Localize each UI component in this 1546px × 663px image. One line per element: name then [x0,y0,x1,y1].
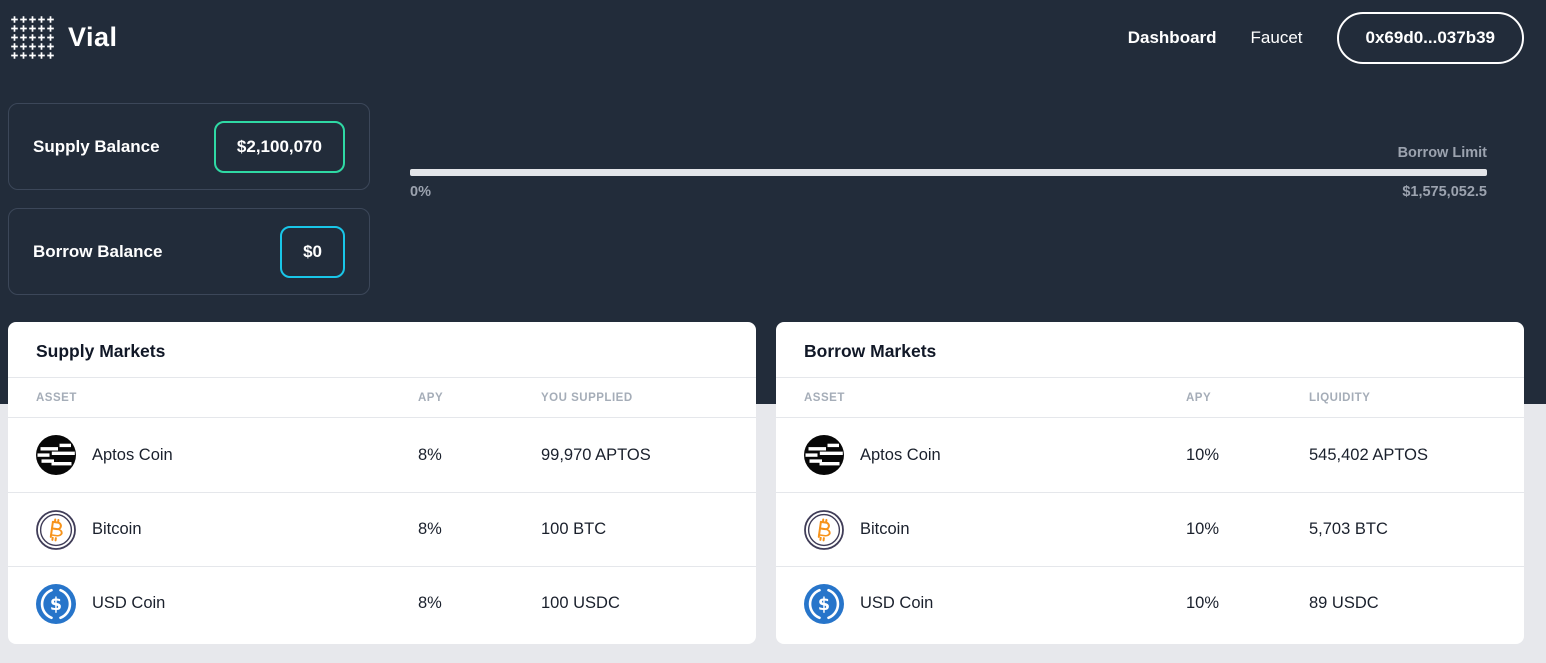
supply-row-bitcoin[interactable]: Bitcoin 8% 100 BTC [8,492,756,566]
aptos-icon [36,435,76,475]
apy-value: 8% [418,594,442,612]
supply-balance-card: Supply Balance $2,100,070 [8,103,370,190]
supplied-amount: 100 BTC [541,520,607,538]
nav-links: Dashboard Faucet 0x69d0...037b39 [1127,11,1524,64]
borrow-limit-label: Borrow Limit [1397,145,1487,161]
borrow-balance-label: Borrow Balance [33,241,163,261]
borrow-balance-card: Borrow Balance $0 [8,208,370,295]
column-header-apy: APY [1186,391,1212,404]
supply-markets-card: Supply Markets ASSET APY YOU SUPPLIED [8,322,756,644]
column-header-liquidity: LIQUIDITY [1309,391,1371,404]
borrow-markets-header: ASSET APY LIQUIDITY [776,378,1524,418]
supply-markets-header: ASSET APY YOU SUPPLIED [8,378,756,418]
column-header-asset: ASSET [36,391,77,404]
apy-value: 8% [418,445,442,464]
apy-value: 10% [1186,520,1220,538]
column-header-you-supplied: YOU SUPPLIED [541,391,633,404]
apy-value: 8% [418,520,442,538]
asset-name: USD Coin [860,594,934,612]
aptos-icon [804,435,844,475]
supply-markets-title: Supply Markets [8,322,756,378]
borrow-limit-progress-bar [410,169,1487,176]
svg-text:$: $ [818,595,830,615]
liquidity-amount: 5,703 BTC [1309,520,1388,538]
supply-balance-value: $2,100,070 [213,120,345,173]
nav-link-faucet[interactable]: Faucet [1250,27,1303,47]
asset-name: Aptos Coin [860,445,941,464]
borrow-limit-amount: $1,575,052.5 [1402,184,1487,200]
borrow-balance-value: $0 [280,225,345,278]
balance-column: Supply Balance $2,100,070 Borrow Balance… [8,103,370,295]
bitcoin-icon [36,509,76,550]
borrow-markets-card: Borrow Markets ASSET APY LIQUIDITY [776,322,1524,644]
asset-name: Bitcoin [860,520,910,538]
svg-text:$: $ [50,595,62,615]
bitcoin-icon [804,509,844,550]
column-header-asset: ASSET [804,391,845,404]
liquidity-amount: 545,402 APTOS [1309,445,1428,464]
nav-link-dashboard[interactable]: Dashboard [1127,27,1217,47]
supply-balance-label: Supply Balance [33,136,160,156]
asset-name: Bitcoin [92,520,142,538]
dot-grid-logo-icon [10,15,55,60]
hero-section: Supply Balance $2,100,070 Borrow Balance… [0,75,1546,295]
asset-name: USD Coin [92,594,166,612]
wallet-address-button[interactable]: 0x69d0...037b39 [1336,11,1524,64]
liquidity-amount: 89 USDC [1309,594,1379,612]
column-header-apy: APY [418,391,444,404]
supply-row-aptos[interactable]: Aptos Coin 8% 99,970 APTOS [8,418,756,492]
apy-value: 10% [1186,594,1220,612]
usdc-icon: $ [804,583,844,624]
brand-name: Vial [68,22,118,52]
brand-logo[interactable]: Vial [10,15,118,60]
apy-value: 10% [1186,445,1220,464]
supplied-amount: 100 USDC [541,594,620,612]
supply-row-usdc[interactable]: $ USD Coin 8% 100 USDC [8,566,756,640]
asset-name: Aptos Coin [92,445,173,464]
markets-section: Supply Markets ASSET APY YOU SUPPLIED [8,322,1524,644]
borrow-limit-percent: 0% [410,184,431,200]
top-nav: Vial Dashboard Faucet 0x69d0...037b39 [0,0,1546,75]
borrow-markets-title: Borrow Markets [776,322,1524,378]
borrow-row-aptos[interactable]: Aptos Coin 10% 545,402 APTOS [776,418,1524,492]
borrow-row-bitcoin[interactable]: Bitcoin 10% 5,703 BTC [776,492,1524,566]
borrow-limit-section: Borrow Limit 0% $1,575,052.5 [410,103,1487,295]
supplied-amount: 99,970 APTOS [541,445,651,464]
usdc-icon: $ [36,583,76,624]
borrow-row-usdc[interactable]: $ USD Coin 10% 89 USDC [776,566,1524,640]
